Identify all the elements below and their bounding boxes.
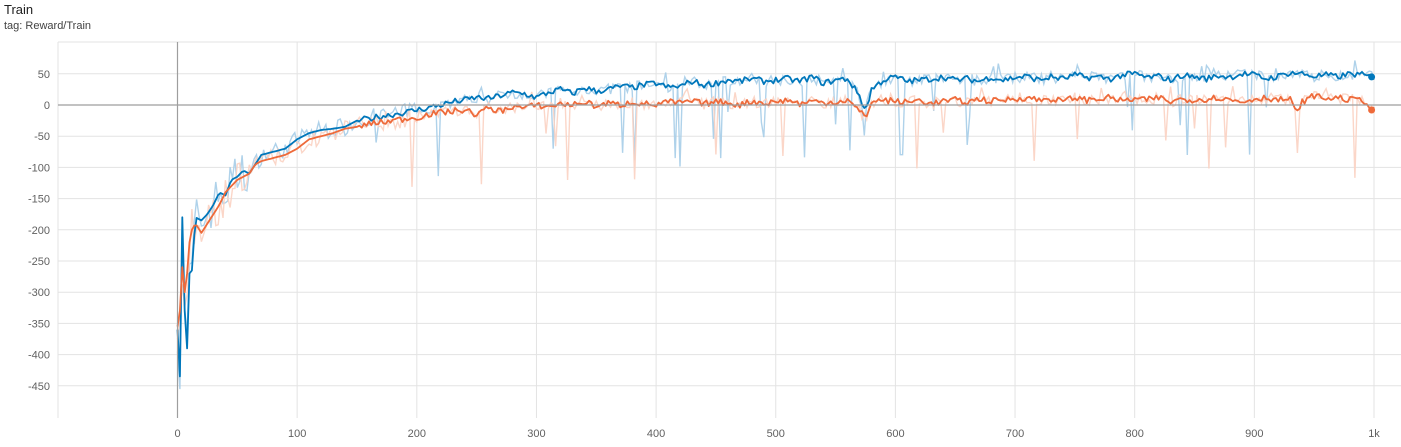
y-tick-label: 0 bbox=[44, 100, 50, 112]
series-line bbox=[176, 70, 1375, 378]
x-tick-label: 200 bbox=[408, 428, 426, 440]
series-end-marker bbox=[1368, 106, 1376, 114]
y-tick-label: -50 bbox=[34, 131, 50, 143]
x-tick-label: 0 bbox=[174, 428, 180, 440]
raw-series-line bbox=[176, 60, 1375, 390]
y-tick-label: -100 bbox=[28, 162, 50, 174]
y-tick-label: -200 bbox=[28, 225, 50, 237]
x-tick-label: 600 bbox=[886, 428, 904, 440]
series-line bbox=[176, 93, 1375, 327]
y-tick-label: -150 bbox=[28, 194, 50, 206]
y-tick-label: -450 bbox=[28, 381, 50, 393]
x-tick-label: 1k bbox=[1368, 428, 1380, 440]
axes bbox=[58, 42, 1401, 418]
y-tick-labels: 50 0 -50 -100 -150 -200 -250 -300 -350 -400 -450 bbox=[28, 69, 50, 393]
chart-title: Train bbox=[4, 2, 34, 17]
y-tick-label: -350 bbox=[28, 318, 50, 330]
y-tick-label: -250 bbox=[28, 256, 50, 268]
y-tick-label: -400 bbox=[28, 350, 50, 362]
series-end-marker bbox=[1368, 73, 1376, 81]
y-tick-label: -300 bbox=[28, 287, 50, 299]
x-tick-labels: 0 100 200 300 400 500 600 700 800 900 1k bbox=[174, 428, 1380, 440]
x-tick-label: 700 bbox=[1006, 428, 1024, 440]
x-tick-label: 800 bbox=[1126, 428, 1144, 440]
x-tick-label: 900 bbox=[1245, 428, 1263, 440]
y-tick-label: 50 bbox=[38, 69, 50, 81]
x-tick-label: 300 bbox=[527, 428, 545, 440]
x-tick-label: 500 bbox=[767, 428, 785, 440]
x-tick-label: 100 bbox=[288, 428, 306, 440]
chart-tag: tag: Reward/Train bbox=[4, 20, 92, 32]
x-tick-label: 400 bbox=[647, 428, 665, 440]
series-lines bbox=[176, 70, 1376, 378]
